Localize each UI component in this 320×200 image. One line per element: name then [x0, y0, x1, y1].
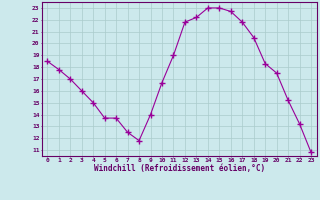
X-axis label: Windchill (Refroidissement éolien,°C): Windchill (Refroidissement éolien,°C)	[94, 164, 265, 173]
